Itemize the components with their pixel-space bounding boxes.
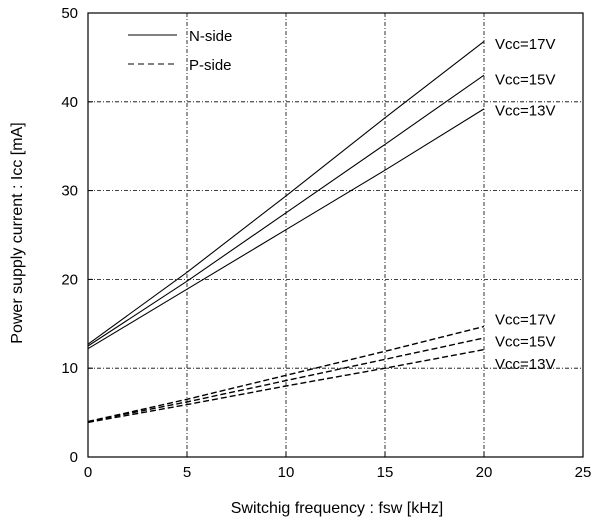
x-tick-label: 25 [575, 464, 592, 481]
x-axis-title: Switchig frequency : fsw [kHz] [231, 500, 444, 517]
series-line-p-side-vcc-17v [87, 325, 485, 423]
series-line-p-side-vcc-13v [87, 348, 485, 424]
y-tick-label: 30 [61, 183, 78, 200]
series-line-n-side-vcc-13v [87, 108, 485, 350]
y-tick-label: 0 [70, 449, 78, 466]
series-line-p-side-vcc-15v [87, 337, 485, 423]
series-label: Vcc=17V [495, 36, 555, 53]
x-tick-label: 15 [377, 464, 394, 481]
y-tick-label: 20 [61, 271, 78, 288]
series-line-n-side-vcc-17v [87, 40, 485, 345]
y-tick-label: 50 [61, 5, 78, 22]
legend: N-side P-side [128, 28, 232, 74]
series-labels: Vcc=17V Vcc=15V Vcc=13V Vcc=17V Vcc=15V Vcc=1… [495, 36, 555, 373]
y-axis-title: Power supply current : Icc [mA] [9, 122, 26, 343]
series-label: Vcc=13V [495, 103, 555, 120]
x-tick-label: 0 [84, 464, 92, 481]
x-tick-label: 20 [476, 464, 493, 481]
plot-frame [87, 12, 584, 458]
series-label: Vcc=15V [495, 72, 555, 89]
legend-label-n-side: N-side [189, 28, 232, 45]
x-tick-label: 10 [278, 464, 295, 481]
series-label: Vcc=13V [495, 356, 555, 373]
y-tick-label: 40 [61, 94, 78, 111]
series-label: Vcc=17V [495, 311, 555, 328]
series-lines [87, 40, 485, 424]
legend-label-p-side: P-side [189, 57, 232, 74]
series-label: Vcc=15V [495, 334, 555, 351]
y-tick-label: 10 [61, 360, 78, 377]
series-line-n-side-vcc-15v [87, 74, 485, 347]
axes: 0 5 10 15 20 25 0 10 20 30 40 50 [61, 5, 591, 481]
grid-lines [88, 13, 583, 457]
x-tick-label: 5 [183, 464, 191, 481]
